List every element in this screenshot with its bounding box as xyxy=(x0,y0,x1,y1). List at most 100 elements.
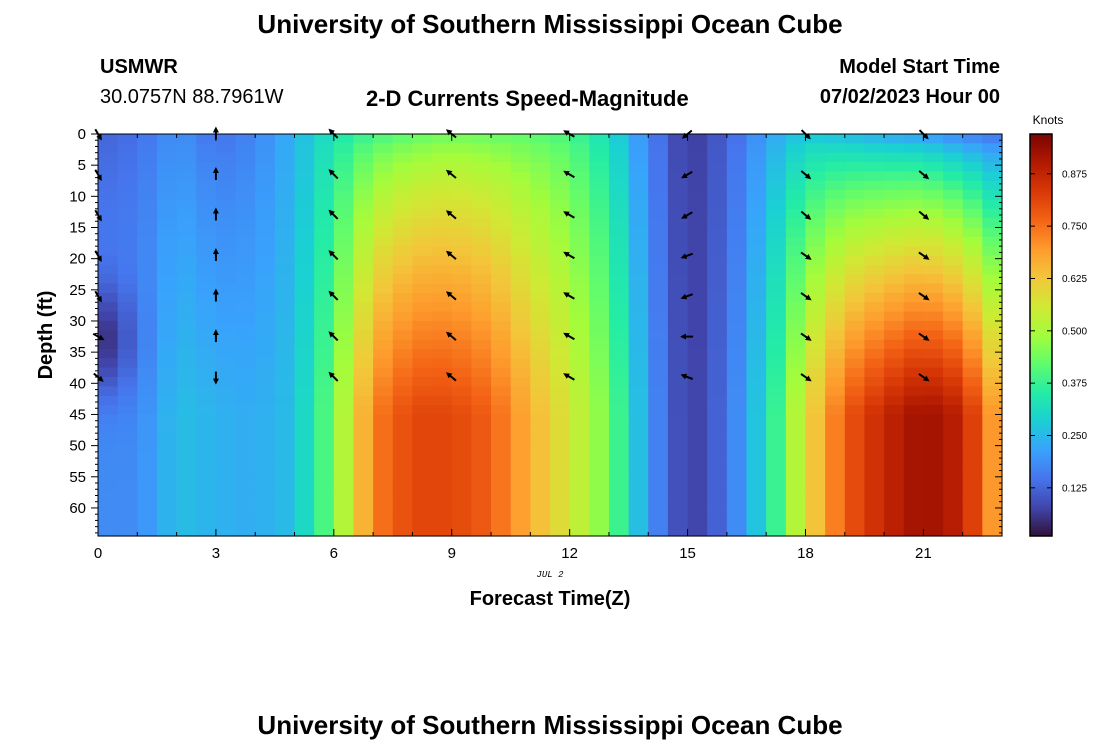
heat-cell xyxy=(373,190,394,201)
heat-cell xyxy=(451,320,472,331)
heat-cell xyxy=(451,367,472,378)
heat-cell xyxy=(844,190,866,201)
heat-cell xyxy=(432,395,453,406)
heat-cell xyxy=(982,199,1003,210)
heat-cell xyxy=(412,311,433,322)
heat-cell xyxy=(628,517,649,528)
heat-cell xyxy=(805,386,826,397)
heat-cell xyxy=(569,292,590,303)
heat-cell xyxy=(373,274,394,285)
heat-cell xyxy=(510,489,531,500)
heat-cell xyxy=(432,246,453,257)
heat-cell xyxy=(294,152,315,163)
heat-cell xyxy=(314,461,335,472)
heat-cell xyxy=(392,479,414,490)
heat-cell xyxy=(825,143,846,154)
heat-cell xyxy=(98,264,119,275)
heat-cell xyxy=(903,498,924,509)
heat-cell xyxy=(648,236,669,247)
heat-cell xyxy=(667,190,689,201)
heat-cell xyxy=(491,433,512,444)
heat-cell xyxy=(766,470,787,481)
heat-cell xyxy=(608,339,630,350)
heat-cell xyxy=(451,349,472,359)
heat-cell xyxy=(628,227,649,238)
heat-cell xyxy=(962,358,983,369)
heat-cell xyxy=(785,227,807,238)
heat-cell xyxy=(550,507,571,518)
heat-cell xyxy=(215,442,237,453)
heat-cell xyxy=(451,339,472,350)
heat-cell xyxy=(314,255,335,266)
heat-cell xyxy=(864,507,885,518)
heat-cell xyxy=(255,292,276,303)
heat-cell xyxy=(491,311,512,322)
heat-cell xyxy=(844,367,866,378)
heat-cell xyxy=(510,395,531,406)
heat-cell xyxy=(825,479,846,490)
heat-cell xyxy=(746,274,767,285)
heat-cell xyxy=(156,395,178,406)
heat-cell xyxy=(117,190,138,201)
heat-cell xyxy=(844,274,866,285)
heat-cell xyxy=(294,292,315,303)
heat-cell xyxy=(255,162,276,172)
heat-cell xyxy=(392,171,414,182)
heat-cell xyxy=(156,246,178,257)
heat-cell xyxy=(432,199,453,210)
heat-cell xyxy=(353,208,374,219)
heat-cell xyxy=(569,517,590,528)
heat-cell xyxy=(412,339,433,350)
heat-cell xyxy=(333,479,355,490)
heat-cell xyxy=(196,143,217,154)
heat-cell xyxy=(353,162,374,172)
heat-cell xyxy=(667,358,689,369)
heat-cell xyxy=(569,255,590,266)
heat-cell xyxy=(530,255,551,266)
heat-cell xyxy=(392,339,414,350)
heat-cell xyxy=(471,320,492,331)
heat-cell xyxy=(903,320,924,331)
heat-cell xyxy=(943,320,964,331)
heat-cell xyxy=(608,320,630,331)
heat-cell xyxy=(98,330,119,341)
heat-cell xyxy=(550,320,571,331)
heat-cell xyxy=(884,451,905,462)
heat-cell xyxy=(196,349,217,359)
heat-cell xyxy=(333,507,355,518)
current-vector-arrow xyxy=(563,292,575,300)
heat-cell xyxy=(628,498,649,509)
heat-cell xyxy=(530,330,551,341)
heat-cell xyxy=(864,405,885,416)
heat-cell xyxy=(923,489,944,500)
heat-cell xyxy=(707,395,728,406)
heat-cell xyxy=(451,479,472,490)
heat-cell xyxy=(962,498,983,509)
heat-cell xyxy=(294,386,315,397)
heat-cell xyxy=(569,377,590,388)
heat-cell xyxy=(196,264,217,275)
heat-cell xyxy=(982,227,1003,238)
heat-cell xyxy=(648,143,669,154)
heat-cell xyxy=(943,498,964,509)
heat-cell xyxy=(491,152,512,163)
heat-cell xyxy=(98,377,119,388)
heat-cell xyxy=(412,152,433,163)
heat-cell xyxy=(510,470,531,481)
heat-cell xyxy=(137,292,158,303)
heat-cell xyxy=(530,162,551,172)
heat-cell xyxy=(667,498,689,509)
heat-cell xyxy=(746,470,767,481)
heat-cell xyxy=(274,395,296,406)
heat-cell xyxy=(608,451,630,462)
heat-cell xyxy=(864,236,885,247)
heat-cell xyxy=(589,180,610,191)
heat-cell xyxy=(98,134,119,144)
heat-cell xyxy=(962,349,983,359)
heat-cell xyxy=(98,199,119,210)
heat-cell xyxy=(235,470,256,481)
heat-cell xyxy=(451,218,472,229)
heat-cell xyxy=(137,311,158,322)
heat-cell xyxy=(687,246,708,257)
heat-cell xyxy=(412,274,433,285)
